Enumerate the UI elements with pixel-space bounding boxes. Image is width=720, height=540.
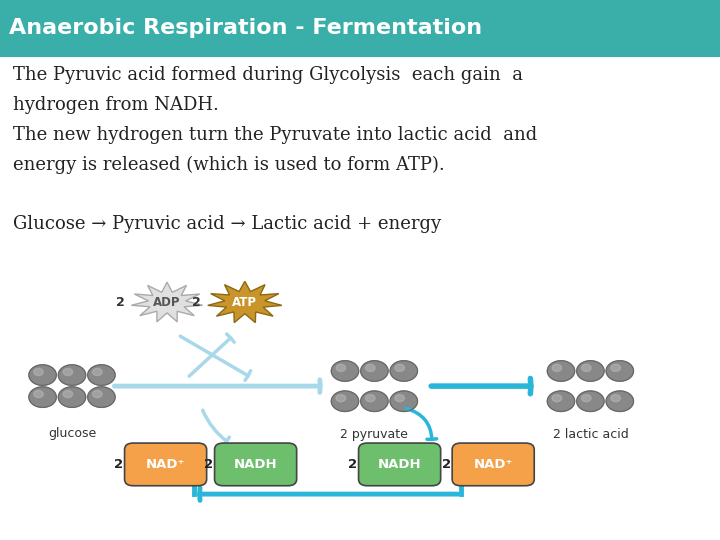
Polygon shape — [208, 281, 282, 322]
Circle shape — [611, 364, 621, 372]
Circle shape — [395, 364, 405, 372]
Circle shape — [34, 390, 43, 397]
Text: 2: 2 — [116, 296, 125, 309]
Text: NAD⁺: NAD⁺ — [146, 458, 185, 471]
Text: 2 lactic acid: 2 lactic acid — [552, 428, 629, 441]
Text: 2: 2 — [204, 458, 213, 471]
Circle shape — [92, 368, 102, 376]
Circle shape — [88, 387, 115, 407]
Circle shape — [390, 361, 418, 381]
FancyBboxPatch shape — [0, 0, 720, 57]
Text: 2 pyruvate: 2 pyruvate — [341, 428, 408, 441]
Circle shape — [606, 361, 634, 381]
Text: The Pyruvic acid formed during Glycolysis  each gain  a: The Pyruvic acid formed during Glycolysi… — [13, 66, 523, 84]
Text: hydrogen from NADH.: hydrogen from NADH. — [13, 96, 219, 114]
Text: The new hydrogen turn the Pyruvate into lactic acid  and: The new hydrogen turn the Pyruvate into … — [13, 126, 537, 144]
FancyBboxPatch shape — [452, 443, 534, 486]
Circle shape — [336, 364, 346, 372]
Text: glucose: glucose — [48, 427, 96, 440]
Circle shape — [361, 361, 388, 381]
Text: NADH: NADH — [378, 458, 421, 471]
Circle shape — [577, 361, 604, 381]
Text: 2: 2 — [348, 458, 357, 471]
Text: Anaerobic Respiration - Fermentation: Anaerobic Respiration - Fermentation — [9, 18, 482, 38]
Circle shape — [611, 395, 621, 402]
Circle shape — [366, 395, 375, 402]
Circle shape — [29, 387, 56, 407]
Circle shape — [63, 390, 73, 397]
Text: 2: 2 — [442, 458, 451, 471]
Circle shape — [552, 364, 562, 372]
Circle shape — [577, 391, 604, 411]
Circle shape — [29, 365, 56, 386]
FancyBboxPatch shape — [359, 443, 441, 486]
Circle shape — [58, 387, 86, 407]
Circle shape — [582, 395, 591, 402]
Polygon shape — [132, 282, 202, 322]
Circle shape — [552, 395, 562, 402]
Text: ADP: ADP — [153, 296, 181, 309]
Circle shape — [361, 391, 388, 411]
Text: Glucose → Pyruvic acid → Lactic acid + energy: Glucose → Pyruvic acid → Lactic acid + e… — [13, 215, 441, 233]
Text: NADH: NADH — [234, 458, 277, 471]
Circle shape — [366, 364, 375, 372]
FancyBboxPatch shape — [125, 443, 207, 486]
Circle shape — [63, 368, 73, 376]
Circle shape — [58, 365, 86, 386]
FancyBboxPatch shape — [215, 443, 297, 486]
Text: energy is released (which is used to form ATP).: energy is released (which is used to for… — [13, 156, 445, 174]
Circle shape — [390, 391, 418, 411]
Circle shape — [331, 391, 359, 411]
Circle shape — [606, 391, 634, 411]
Circle shape — [395, 395, 405, 402]
Circle shape — [582, 364, 591, 372]
Circle shape — [547, 361, 575, 381]
Circle shape — [331, 361, 359, 381]
Text: 2: 2 — [192, 296, 201, 309]
Text: ATP: ATP — [233, 296, 257, 309]
Circle shape — [92, 390, 102, 397]
Text: NAD⁺: NAD⁺ — [474, 458, 513, 471]
Circle shape — [88, 365, 115, 386]
Text: 2: 2 — [114, 458, 123, 471]
Circle shape — [547, 391, 575, 411]
Circle shape — [336, 395, 346, 402]
Circle shape — [34, 368, 43, 376]
